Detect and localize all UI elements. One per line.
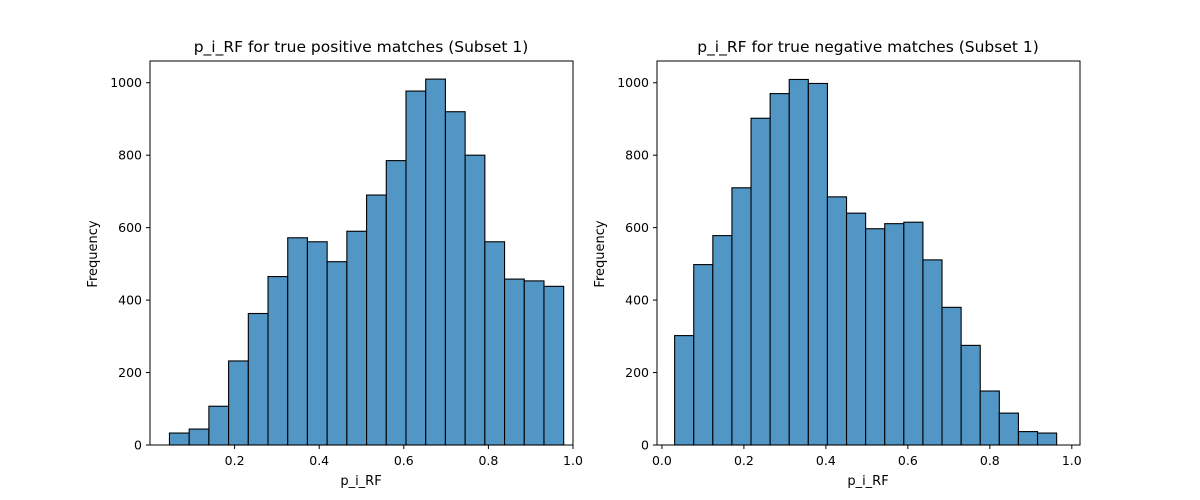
x-tick-label: 1.0 (563, 453, 583, 468)
histogram-bar (168, 432, 190, 446)
histogram-bar (444, 111, 466, 446)
histogram-bar (865, 228, 886, 446)
x-tick-label: 0.2 (225, 453, 245, 468)
y-tick-label: 600 (118, 220, 142, 235)
x-axis-label: p_i_RF (847, 474, 888, 489)
y-tick-label: 200 (625, 365, 649, 380)
histogram-bar (484, 241, 506, 446)
histogram-bar (903, 221, 924, 446)
y-tick-label: 0 (134, 438, 142, 453)
y-tick-label: 800 (118, 148, 142, 163)
bars (674, 78, 1058, 446)
bars (168, 78, 565, 446)
histogram-bar (228, 360, 249, 446)
histogram-bar (788, 78, 809, 446)
histogram-bar (326, 261, 348, 446)
histogram-bar (306, 241, 328, 446)
y-axis-label: Frequency (86, 220, 101, 287)
histogram-bar (504, 278, 525, 446)
histogram-bar (750, 117, 771, 446)
histogram-bar (247, 312, 269, 446)
x-tick-label: 1.0 (1062, 453, 1082, 468)
histogram-true-positive: p_i_RF for true positive matches (Subset… (86, 38, 583, 489)
chart-title: p_i_RF for true positive matches (Subset… (194, 38, 529, 57)
histogram-bar (769, 93, 790, 446)
histogram-bar (712, 235, 733, 446)
y-tick-label: 200 (118, 365, 142, 380)
histogram-bar (922, 259, 943, 446)
histogram-bar (346, 230, 368, 446)
histogram-bar (287, 237, 308, 446)
histogram-bar (385, 160, 407, 446)
y-tick-label: 1000 (110, 75, 142, 90)
x-tick-label: 0.2 (734, 453, 754, 468)
histogram-bar (979, 390, 1000, 446)
histogram-bar (826, 196, 848, 446)
histogram-true-negative: p_i_RF for true negative matches (Subset… (593, 38, 1082, 489)
histogram-bar (543, 285, 565, 446)
plot-frame (656, 60, 1081, 446)
histogram-bar (731, 187, 752, 446)
histogram-bar (693, 264, 714, 446)
histogram-bar (1017, 431, 1039, 446)
y-tick-label: 400 (625, 293, 649, 308)
histogram-bar (998, 412, 1019, 446)
y-tick-label: 800 (625, 148, 649, 163)
plot-frame (149, 60, 574, 446)
histogram-bar (807, 82, 828, 446)
histogram-bar (960, 344, 981, 446)
histogram-bar (523, 280, 545, 446)
histogram-bar (884, 223, 905, 446)
x-tick-label: 0.8 (478, 453, 498, 468)
y-tick-label: 400 (118, 293, 142, 308)
histogram-bar (267, 275, 289, 446)
histogram-bar (464, 154, 486, 446)
x-tick-label: 0.4 (309, 453, 329, 468)
x-tick-label: 0.4 (816, 453, 836, 468)
x-tick-label: 0.0 (652, 453, 672, 468)
histogram-bar (208, 405, 230, 446)
y-tick-label: 0 (641, 438, 649, 453)
y-axis-label: Frequency (593, 220, 608, 287)
x-tick-label: 0.8 (980, 453, 1000, 468)
y-tick-label: 1000 (617, 75, 649, 90)
histogram-bar (405, 90, 427, 446)
x-tick-label: 0.6 (898, 453, 918, 468)
x-tick-label: 0.6 (394, 453, 414, 468)
histogram-bar (188, 428, 210, 446)
histogram-bar (845, 212, 867, 446)
histogram-bar (425, 78, 446, 446)
chart-title: p_i_RF for true negative matches (Subset… (697, 38, 1039, 57)
histogram-bar (674, 335, 695, 446)
x-axis-label: p_i_RF (340, 474, 381, 489)
histogram-bar (1036, 432, 1058, 446)
histogram-bar (366, 194, 387, 446)
histogram-bar (941, 306, 962, 446)
y-tick-label: 600 (625, 220, 649, 235)
